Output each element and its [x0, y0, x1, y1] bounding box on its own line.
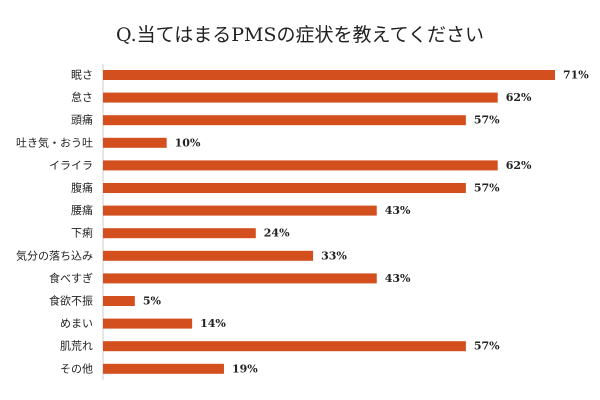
bar [103, 137, 167, 148]
value-label: 14% [200, 317, 226, 330]
category-label: 腰痛 [71, 203, 93, 217]
bar [103, 92, 498, 103]
category-label: 肌荒れ [60, 340, 93, 353]
bar [103, 70, 555, 80]
value-label: 5% [143, 295, 162, 308]
bar [103, 273, 377, 284]
value-label: 33% [321, 249, 347, 262]
bar [103, 228, 256, 239]
category-label: 眠さ [71, 69, 93, 82]
category-label: 気分の落ち込み [16, 248, 93, 262]
bar [103, 160, 498, 171]
bar [103, 250, 314, 261]
value-label: 62% [506, 91, 532, 104]
bar [103, 318, 193, 329]
value-label: 43% [385, 272, 411, 285]
category-label: 食べすぎ [49, 271, 93, 285]
bar [103, 205, 377, 216]
category-label: イライラ [49, 159, 93, 172]
value-label: 62% [506, 159, 532, 172]
value-label: 71% [563, 69, 589, 82]
category-label: 吐き気・おう吐 [16, 135, 93, 149]
value-label: 43% [385, 204, 411, 217]
category-label: 腹痛 [71, 181, 93, 195]
value-label: 24% [264, 227, 290, 240]
value-label: 57% [474, 340, 500, 353]
bar [103, 363, 224, 374]
category-label: 頭痛 [71, 113, 93, 127]
bar [103, 115, 466, 126]
category-label: めまい [60, 317, 93, 330]
category-label: その他 [60, 362, 93, 375]
value-label: 57% [474, 114, 500, 127]
value-label: 57% [474, 182, 500, 195]
category-label: 怠さ [71, 90, 93, 104]
category-label: 食欲不振 [49, 294, 93, 308]
value-label: 19% [232, 362, 258, 375]
bar [103, 296, 135, 306]
value-label: 10% [175, 136, 201, 149]
chart-title: Q.当てはまるPMSの症状を教えてください [115, 24, 485, 46]
category-label: 下痢 [71, 226, 93, 240]
bar [103, 341, 466, 352]
bar [103, 183, 466, 193]
